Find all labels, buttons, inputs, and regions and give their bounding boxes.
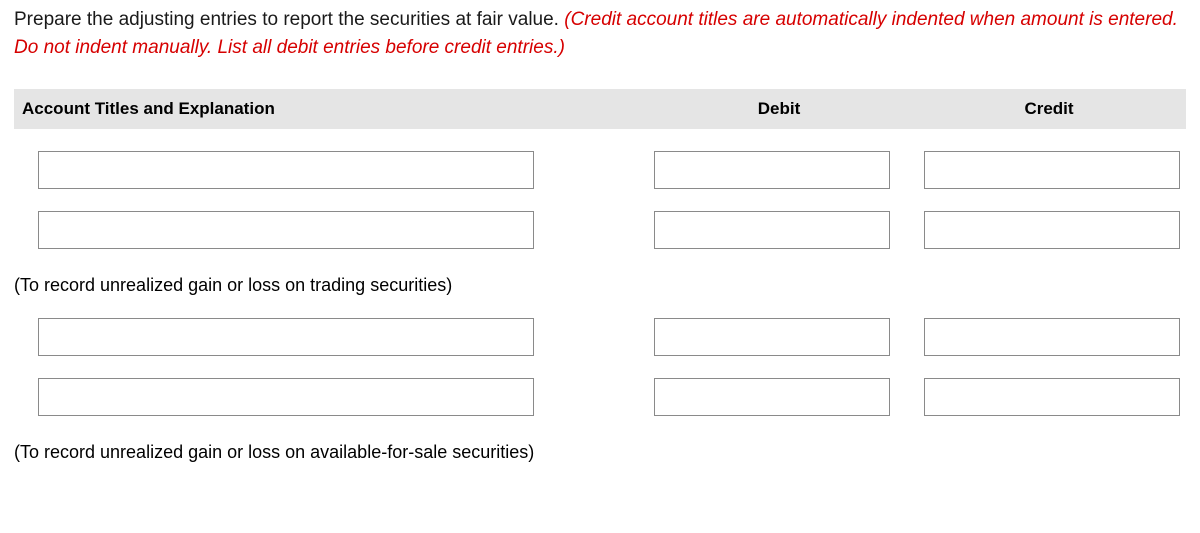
account-input-2[interactable]: [38, 211, 534, 249]
instruction-black: Prepare the adjusting entries to report …: [14, 9, 564, 30]
debit-input-1[interactable]: [654, 151, 890, 189]
account-input-3[interactable]: [38, 318, 534, 356]
debit-input-2[interactable]: [654, 211, 890, 249]
account-input-4[interactable]: [38, 378, 534, 416]
instruction-text: Prepare the adjusting entries to report …: [14, 6, 1186, 61]
credit-input-2[interactable]: [924, 211, 1180, 249]
header-credit: Credit: [914, 99, 1184, 119]
credit-input-3[interactable]: [924, 318, 1180, 356]
caption-trading-securities: (To record unrealized gain or loss on tr…: [14, 275, 1186, 296]
caption-available-for-sale: (To record unrealized gain or loss on av…: [14, 442, 1186, 463]
account-input-1[interactable]: [38, 151, 534, 189]
debit-input-4[interactable]: [654, 378, 890, 416]
table-header-row: Account Titles and Explanation Debit Cre…: [14, 89, 1186, 129]
entry-row-2: [14, 211, 1186, 249]
credit-input-1[interactable]: [924, 151, 1180, 189]
debit-input-3[interactable]: [654, 318, 890, 356]
credit-input-4[interactable]: [924, 378, 1180, 416]
header-debit: Debit: [644, 99, 914, 119]
entry-row-3: [14, 318, 1186, 356]
header-account-titles: Account Titles and Explanation: [14, 99, 644, 119]
entry-row-1: [14, 151, 1186, 189]
entry-row-4: [14, 378, 1186, 416]
